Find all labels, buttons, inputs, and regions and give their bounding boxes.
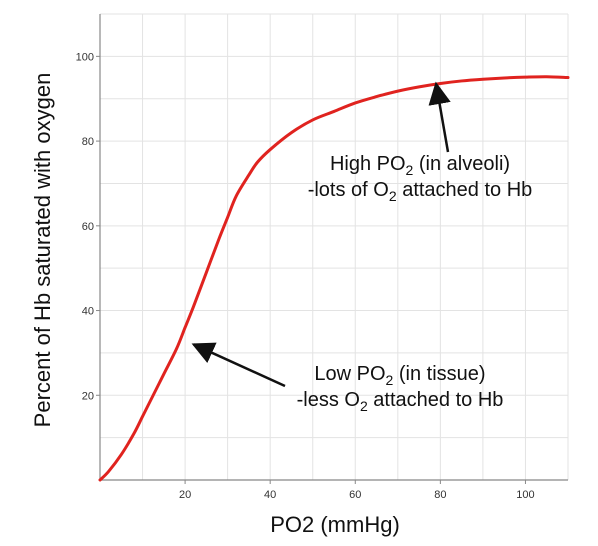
x-tick-label: 40 bbox=[264, 489, 276, 501]
y-tick-label: 60 bbox=[82, 221, 94, 233]
annotation-arrow bbox=[428, 81, 451, 153]
x-axis-label: PO2 (mmHg) bbox=[270, 512, 400, 537]
annotation: High PO2 (in alveoli)-lots of O2 attache… bbox=[308, 81, 533, 204]
x-tick-label: 100 bbox=[516, 489, 534, 501]
y-axis-label: Percent of Hb saturated with oxygen bbox=[30, 73, 55, 428]
y-tick-label: 100 bbox=[76, 51, 94, 63]
x-tick-label: 60 bbox=[349, 489, 361, 501]
tick-labels: 20 40 60 80 100 20 40 60 80 100 bbox=[76, 51, 535, 501]
annotation-line: High PO2 (in alveoli) bbox=[330, 153, 510, 178]
annotation-arrow bbox=[191, 342, 286, 388]
axes bbox=[96, 14, 568, 484]
y-tick-label: 80 bbox=[82, 136, 94, 148]
annotation-line: Low PO2 (in tissue) bbox=[314, 363, 485, 388]
y-tick-label: 20 bbox=[82, 390, 94, 402]
annotation: Low PO2 (in tissue)-less O2 attached to … bbox=[191, 342, 504, 414]
saturation-curve bbox=[98, 75, 570, 482]
grid bbox=[100, 13, 569, 480]
annotation-line: -lots of O2 attached to Hb bbox=[308, 179, 533, 204]
x-tick-label: 80 bbox=[434, 489, 446, 501]
annotations: High PO2 (in alveoli)-lots of O2 attache… bbox=[191, 81, 533, 414]
y-tick-label: 40 bbox=[82, 306, 94, 318]
annotation-line: -less O2 attached to Hb bbox=[297, 389, 504, 414]
x-tick-label: 20 bbox=[179, 489, 191, 501]
